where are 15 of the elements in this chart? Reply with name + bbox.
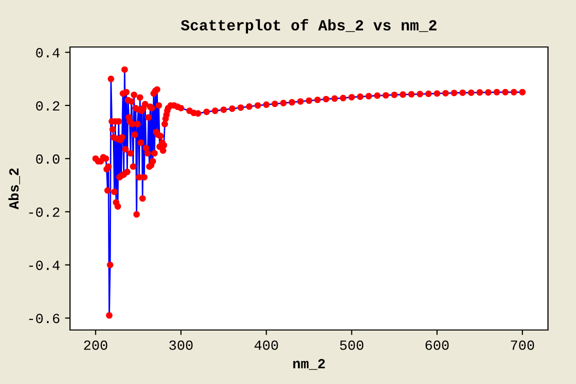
- x-tick-label: 300: [169, 340, 193, 350]
- y-tick-label: 0.2: [36, 101, 60, 111]
- x-tick-label: 600: [426, 340, 449, 350]
- chart-title: Scatterplot of Abs_2 vs nm_2: [180, 19, 436, 34]
- x-tick-label: 500: [340, 340, 364, 350]
- y-tick-label: 0.0: [36, 154, 60, 164]
- y-tick-label: 0.4: [36, 48, 60, 58]
- y-tick-label: -0.4: [29, 260, 60, 270]
- y-axis-title: Abs_2: [8, 168, 20, 210]
- x-axis-title: nm_2: [293, 359, 325, 370]
- x-tick-label: 700: [510, 340, 534, 350]
- x-tick-label: 200: [84, 340, 108, 350]
- y-tick-label: -0.6: [29, 314, 60, 324]
- y-tick-label: -0.2: [29, 207, 60, 217]
- x-tick-label: 400: [254, 340, 278, 350]
